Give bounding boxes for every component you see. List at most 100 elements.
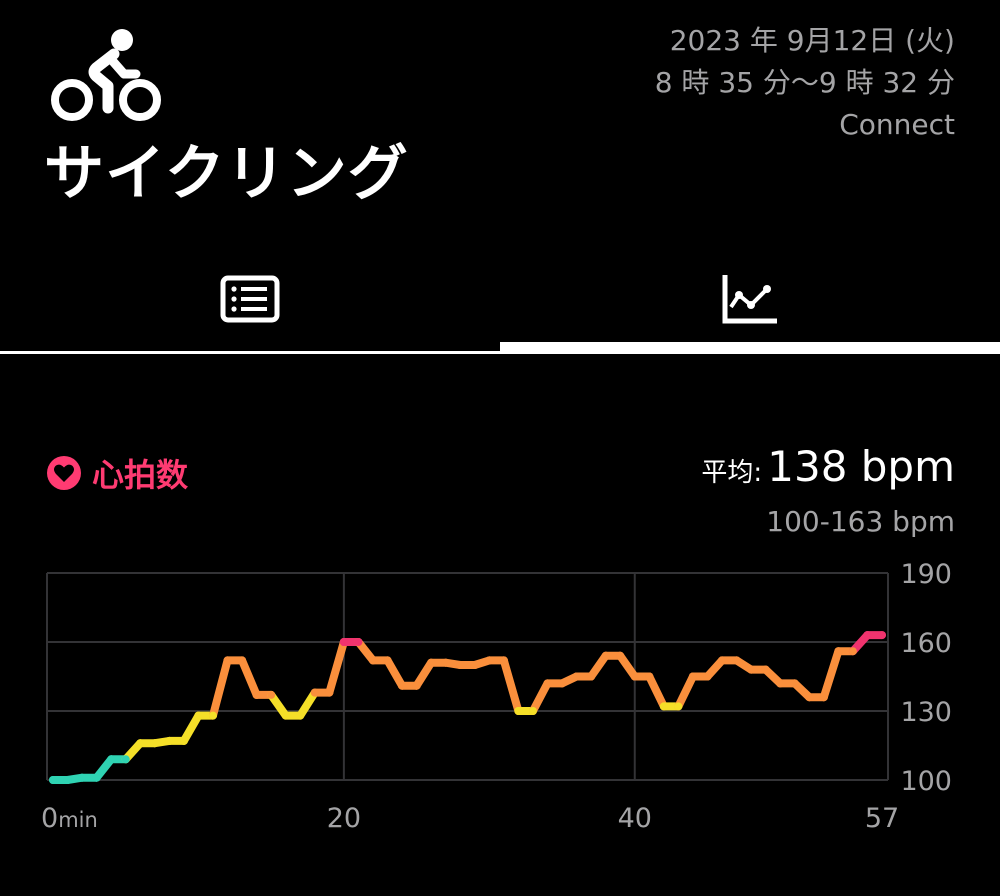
heart-rate-point — [208, 711, 217, 720]
heart-rate-point — [834, 647, 843, 656]
heart-rate-line-segment — [325, 638, 348, 697]
heart-rate-line-segment — [296, 688, 319, 720]
heart-rate-point — [441, 658, 450, 667]
chart-icon — [722, 275, 777, 324]
heart-rate-point — [49, 776, 57, 784]
heart-rate-point — [572, 672, 581, 681]
heart-rate-point — [776, 679, 785, 688]
heart-rate-line-segment — [587, 651, 610, 681]
heart-rate-point — [659, 702, 668, 711]
x-tick-label: 40 — [618, 803, 652, 834]
heart-rate-point — [78, 773, 87, 782]
heart-rate-point — [456, 661, 465, 669]
x-tick-label: 57 — [865, 803, 899, 834]
heart-rate-point — [587, 672, 596, 681]
heart-rate-point — [470, 661, 479, 669]
heart-rate-point — [543, 679, 552, 688]
heart-rate-point — [645, 672, 654, 681]
heart-rate-point — [761, 665, 770, 674]
workout-time-range: 8 時 35 分〜9 時 32 分 — [654, 66, 955, 99]
tab-summary[interactable] — [0, 266, 500, 332]
heart-rate-point — [499, 656, 508, 665]
heart-rate-point — [630, 672, 639, 681]
heart-rate-point — [150, 739, 159, 748]
y-tick-label: 130 — [900, 697, 952, 728]
tab-divider — [0, 351, 500, 354]
heart-rate-point — [514, 707, 523, 715]
heart-rate-point — [107, 755, 116, 764]
heart-rate-point — [136, 739, 145, 748]
heart-rate-label: 心拍数 — [92, 456, 189, 494]
heart-rate-point — [558, 679, 567, 688]
heart-rate-point — [688, 672, 697, 681]
heart-rate-point — [310, 688, 319, 697]
heart-rate-point — [674, 702, 683, 711]
heart-rate-point — [179, 736, 188, 745]
heart-rate-point — [63, 776, 72, 784]
heart-rate-point — [223, 656, 232, 665]
heart-rate-point — [819, 693, 828, 702]
heart-rate-point — [863, 631, 872, 640]
heart-rate-point — [732, 656, 741, 665]
heart-rate-point — [339, 638, 348, 646]
heart-rate-point — [194, 711, 203, 720]
bicycle-icon — [51, 29, 161, 121]
heart-rate-point — [528, 707, 537, 715]
heart-rate-line-segment — [238, 656, 261, 699]
x-unit-label: min — [58, 808, 98, 832]
heart-rate-chart: 100 130 160 190 0min 20 40 57 — [41, 559, 952, 834]
heart-rate-line-segment — [645, 672, 668, 711]
heart-rate-point — [718, 656, 727, 665]
heart-rate-line-segment — [208, 656, 232, 720]
heart-rate-line-segment — [819, 647, 843, 702]
y-tick-label: 100 — [900, 766, 952, 797]
heart-rate-point — [296, 711, 305, 720]
heart-rate-point — [368, 656, 377, 665]
heart-rate-line-segment — [412, 658, 436, 690]
heart-rate-point — [485, 656, 494, 665]
tab-selected-indicator — [500, 342, 1000, 354]
heart-rate-line-segment — [616, 651, 639, 681]
heart-rate-point — [790, 679, 799, 688]
average-heart-rate: 平均: 138 bpm — [555, 442, 955, 491]
tab-graph[interactable] — [500, 266, 1000, 332]
y-tick-label: 190 — [900, 559, 952, 590]
heart-rate-point — [616, 651, 625, 660]
heart-rate-point — [165, 736, 174, 745]
heart-rate-point — [601, 651, 610, 660]
x-tick-label: 0min — [41, 803, 98, 834]
heart-rate-point — [252, 690, 261, 699]
average-label: 平均: — [701, 458, 763, 488]
heart-rate-line-segment — [179, 711, 203, 745]
heart-rate-point — [281, 711, 290, 720]
activity-title: サイクリング — [44, 139, 409, 209]
heart-rate-range: 100-163 bpm — [766, 505, 955, 538]
heart-rate-heading: 心拍数 — [46, 450, 188, 496]
heart-rate-point — [267, 690, 276, 699]
heart-rate-line-segment — [528, 679, 552, 715]
heart-rate-point — [398, 681, 407, 690]
heart-rate-point — [238, 656, 247, 665]
heart-rate-point — [848, 647, 857, 656]
average-value: 138 bpm — [767, 442, 955, 491]
heart-rate-point — [412, 681, 421, 690]
heart-icon — [47, 456, 81, 490]
x-tick-label: 20 — [327, 803, 361, 834]
y-tick-label: 160 — [900, 628, 952, 659]
list-icon — [220, 275, 280, 323]
workout-date: 2023 年 9月12日 (火) — [669, 24, 955, 57]
heart-rate-line-segment — [383, 656, 407, 690]
heart-rate-point — [325, 688, 334, 697]
heart-rate-point — [354, 638, 363, 646]
heart-rate-point — [427, 658, 436, 667]
heart-rate-line-segment — [267, 690, 290, 720]
heart-rate-point — [383, 656, 392, 665]
heart-rate-point — [747, 665, 756, 674]
workout-source: Connect — [839, 108, 955, 141]
heart-rate-point — [92, 773, 101, 782]
heart-rate-point — [805, 693, 814, 702]
heart-rate-point — [121, 755, 130, 764]
heart-rate-point — [878, 631, 886, 640]
workout-meta: 2023 年 9月12日 (火) 8 時 35 分〜9 時 32 分 Conne… — [535, 20, 955, 146]
heart-rate-line-segment — [499, 656, 523, 715]
